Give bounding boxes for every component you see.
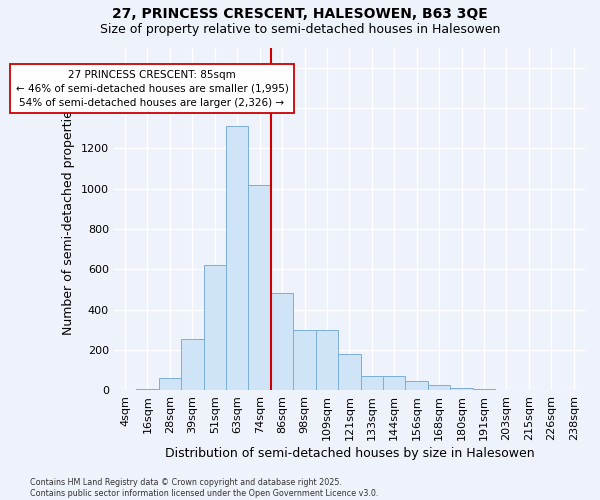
Bar bbox=[136, 389, 158, 390]
Text: 27, PRINCESS CRESCENT, HALESOWEN, B63 3QE: 27, PRINCESS CRESCENT, HALESOWEN, B63 3Q… bbox=[112, 8, 488, 22]
Bar bbox=[338, 354, 361, 390]
Y-axis label: Number of semi-detached properties: Number of semi-detached properties bbox=[62, 103, 75, 334]
Bar bbox=[473, 389, 495, 390]
Bar bbox=[226, 126, 248, 390]
Bar bbox=[406, 381, 428, 390]
Text: 27 PRINCESS CRESCENT: 85sqm
← 46% of semi-detached houses are smaller (1,995)
54: 27 PRINCESS CRESCENT: 85sqm ← 46% of sem… bbox=[16, 70, 289, 108]
Bar bbox=[203, 265, 226, 390]
Bar bbox=[248, 184, 271, 390]
Bar bbox=[383, 376, 406, 390]
Bar bbox=[316, 330, 338, 390]
Bar bbox=[361, 376, 383, 390]
Text: Size of property relative to semi-detached houses in Halesowen: Size of property relative to semi-detach… bbox=[100, 22, 500, 36]
Bar bbox=[293, 330, 316, 390]
Bar bbox=[271, 294, 293, 390]
Bar bbox=[451, 388, 473, 390]
X-axis label: Distribution of semi-detached houses by size in Halesowen: Distribution of semi-detached houses by … bbox=[164, 447, 534, 460]
Bar bbox=[158, 378, 181, 390]
Bar bbox=[181, 339, 203, 390]
Bar bbox=[428, 385, 451, 390]
Text: Contains HM Land Registry data © Crown copyright and database right 2025.
Contai: Contains HM Land Registry data © Crown c… bbox=[30, 478, 379, 498]
